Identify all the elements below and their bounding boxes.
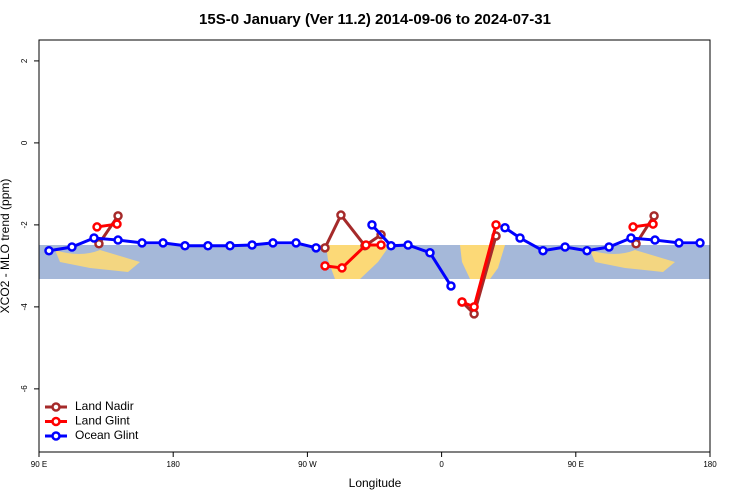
data-point (425, 248, 435, 258)
data-point (457, 297, 467, 307)
map-strip (39, 245, 710, 279)
data-point (631, 238, 641, 249)
data-point (67, 242, 77, 252)
data-point (337, 263, 347, 273)
data-point (376, 240, 386, 250)
plot-frame (38, 39, 711, 453)
data-point (626, 233, 636, 243)
data-point (500, 223, 510, 233)
y-tick-label: 2 (20, 58, 29, 63)
y-tick-label: -2 (20, 221, 29, 229)
data-point (538, 245, 548, 256)
data-point (158, 238, 168, 248)
data-point (336, 210, 346, 220)
legend-label: Ocean Glint (75, 428, 139, 442)
data-point (695, 238, 705, 248)
data-point (247, 240, 257, 250)
data-point (44, 245, 54, 256)
y-tick-label: 0 (20, 140, 29, 145)
chart-title: 15S-0 January (Ver 11.2) 2014-09-06 to 2… (199, 11, 551, 28)
data-point (628, 222, 638, 232)
data-point (92, 222, 102, 232)
series-line (323, 212, 382, 249)
data-point (469, 302, 479, 312)
data-point (582, 245, 592, 256)
data-point (113, 211, 123, 221)
x-tick-label: 180 (167, 460, 181, 469)
legend-label: Land Glint (75, 414, 130, 428)
y-tick-label: -4 (20, 303, 29, 311)
data-point (291, 238, 301, 248)
data-point (112, 219, 122, 229)
data-point (446, 281, 456, 291)
y-axis-label: XCO2 - MLO trend (ppm) (0, 179, 12, 314)
series-line (504, 226, 701, 253)
x-tick-label: 90 E (568, 460, 584, 469)
data-point (320, 243, 330, 253)
data-point (648, 219, 658, 229)
data-point (311, 243, 321, 253)
data-point (137, 238, 147, 248)
y-tick-label: -6 (20, 385, 29, 393)
data-point (367, 220, 377, 230)
data-point (386, 241, 396, 251)
x-axis-label: Longitude (349, 476, 402, 490)
data-point (225, 241, 235, 251)
data-point (649, 211, 659, 221)
data-point (515, 233, 525, 243)
data-point (674, 238, 684, 248)
data-point (113, 235, 123, 245)
data-point (94, 238, 104, 249)
x-tick-label: 180 (703, 460, 717, 469)
legend-swatch-marker (51, 431, 61, 441)
data-point (491, 220, 501, 230)
data-point (604, 242, 614, 252)
data-point (268, 238, 278, 248)
data-point (650, 235, 660, 245)
legend-swatch-marker (51, 416, 61, 427)
data-point (320, 261, 330, 271)
x-tick-label: 90 E (31, 460, 47, 469)
legend-swatch-marker (51, 402, 61, 412)
x-tick-label: 90 W (298, 460, 317, 469)
legend-label: Land Nadir (75, 399, 134, 413)
data-point (89, 233, 99, 243)
data-point (361, 240, 371, 250)
x-tick-label: 0 (439, 460, 444, 469)
data-point (403, 240, 413, 250)
data-point (180, 241, 190, 251)
data-point (203, 241, 213, 251)
series-line (324, 243, 382, 270)
data-point (560, 242, 570, 252)
